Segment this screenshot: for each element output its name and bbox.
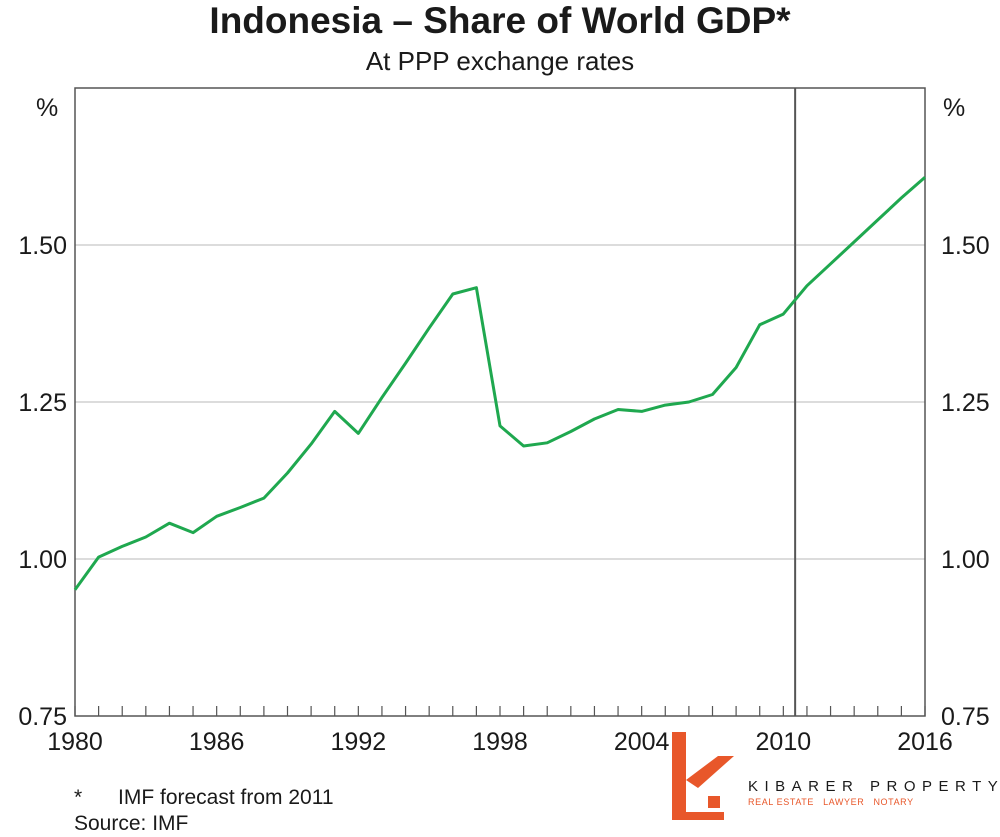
x-tick-label: 2016 [897,728,953,756]
x-tick-label: 1980 [47,728,103,756]
data-points [74,176,927,592]
data-point-1985 [192,531,195,534]
kibarer-logo [672,732,734,820]
data-point-2011 [805,284,808,287]
data-point-2002 [593,417,596,420]
data-point-2004 [640,410,643,413]
data-point-1980 [74,588,77,591]
data-point-1988 [262,497,265,500]
data-point-1982 [121,545,124,548]
data-point-1996 [451,292,454,295]
data-point-1981 [97,556,100,559]
data-point-1995 [428,326,431,329]
source-note: Source: IMF [74,812,189,835]
x-tick-label: 2010 [756,728,812,756]
y-tick-label-left: 0.75 [18,703,67,731]
data-point-2000 [546,441,549,444]
data-point-1986 [215,515,218,518]
data-point-1991 [333,410,336,413]
footnote-mark: * [74,786,83,809]
data-point-1994 [404,362,407,365]
k-letter-icon [672,732,734,820]
data-point-2013 [853,240,856,243]
x-tick-marks [74,706,926,716]
x-tick-label: 1986 [189,728,245,756]
data-point-2009 [758,323,761,326]
data-point-1999 [522,444,525,447]
data-point-1989 [286,471,289,474]
data-point-1990 [310,443,313,446]
data-point-1983 [144,536,147,539]
y-tick-label-left: 1.50 [18,232,67,260]
data-point-2012 [829,262,832,265]
x-tick-label: 1992 [331,728,387,756]
y-tick-label-right: 1.00 [941,546,990,574]
logo-tag-real-estate: REAL ESTATE [748,797,814,807]
y-tick-label-left: 1.00 [18,546,67,574]
data-point-1998 [499,424,502,427]
series-line [73,176,926,591]
footnote-text: IMF forecast from 2011 [118,786,334,809]
data-point-2014 [876,218,879,221]
data-point-2008 [735,366,738,369]
y-tick-label-left: 1.25 [18,389,67,417]
logo-tagline: REAL ESTATE LAWYER NOTARY [748,797,914,807]
y-tick-label-right: 1.25 [941,389,990,417]
data-point-2016 [924,176,927,179]
data-point-2015 [900,196,903,199]
data-point-2005 [664,404,667,407]
x-tick-label: 1998 [472,728,528,756]
data-point-2007 [711,393,714,396]
data-point-2003 [617,408,620,411]
data-point-2001 [569,430,572,433]
logo-tag-notary: NOTARY [873,797,914,807]
footnote: * IMF forecast from 2011 [74,786,334,810]
y-tick-label-right: 1.50 [941,232,990,260]
tick-labels: 0.75 0.75 1.00 1.00 1.25 1.25 1.50 1.50 1980 1986… [18,232,989,756]
y-unit-left: % [36,94,58,122]
x-tick-label: 2004 [614,728,670,756]
logo-tag-lawyer: LAWYER [823,797,865,807]
data-point-1993 [380,396,383,399]
data-point-2006 [687,401,690,404]
y-tick-label-right: 0.75 [941,703,990,731]
data-point-1997 [475,286,478,289]
data-point-1992 [357,432,360,435]
grid-lines [75,244,925,560]
data-point-1984 [168,522,171,525]
data-point-2010 [782,313,785,316]
chart-subtitle: At PPP exchange rates [365,46,635,76]
logo-name: KIBARER PROPERTY [748,778,1000,795]
y-unit-right: % [943,94,965,122]
data-point-1987 [239,506,242,509]
chart-title: Indonesia – Share of World GDP* [209,0,791,41]
